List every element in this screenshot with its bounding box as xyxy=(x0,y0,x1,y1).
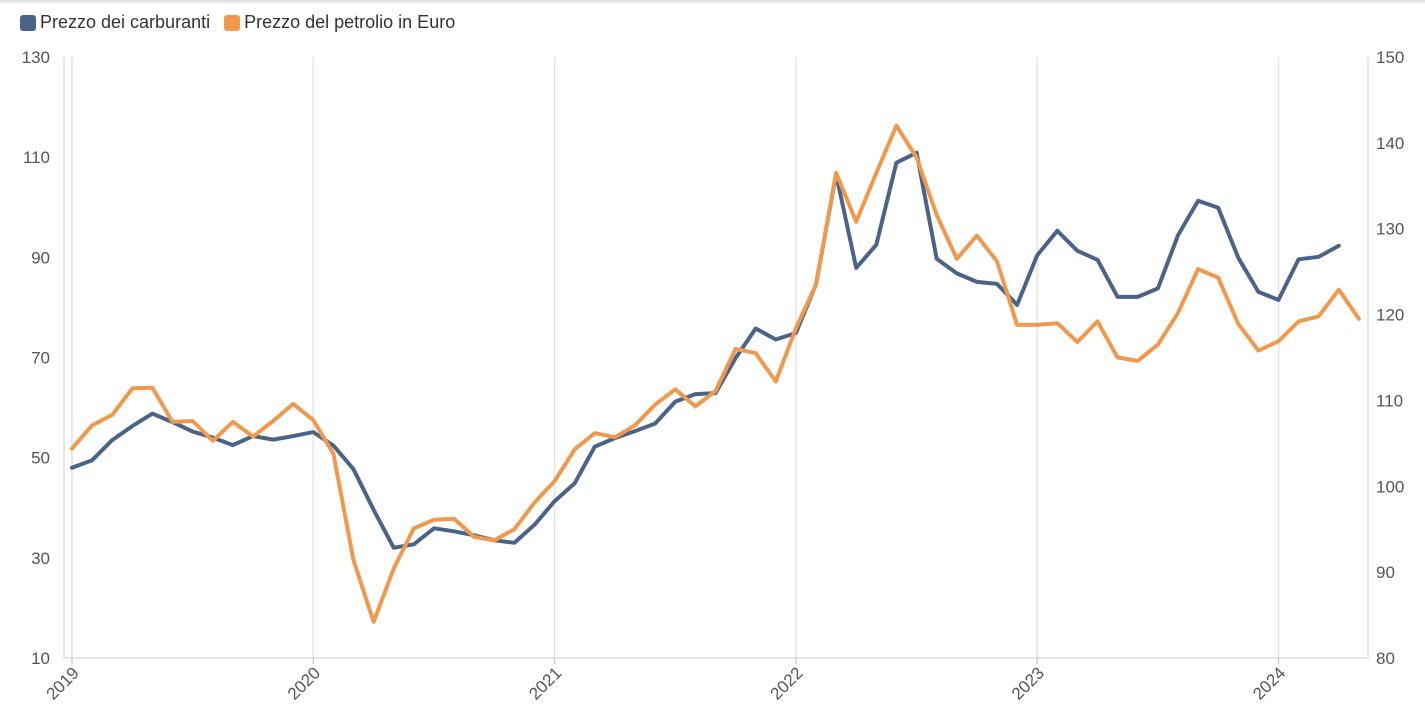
y-right-tick-120: 120 xyxy=(1376,306,1404,325)
x-tick-2019: 2019 xyxy=(43,663,83,703)
x-tick-2022: 2022 xyxy=(767,663,807,703)
legend-item-fuel[interactable]: Prezzo dei carburanti xyxy=(20,12,210,33)
x-tick-2021: 2021 xyxy=(525,663,565,703)
y-left-tick-10: 10 xyxy=(31,649,50,668)
series-line-fuel-price xyxy=(70,150,1341,550)
x-tick-2020: 2020 xyxy=(284,663,324,703)
series-line-oil-price xyxy=(70,123,1361,624)
legend: Prezzo dei carburanti Prezzo del petroli… xyxy=(20,12,455,33)
y-left-tick-70: 70 xyxy=(31,349,50,368)
legend-item-oil[interactable]: Prezzo del petrolio in Euro xyxy=(224,12,455,33)
y-left-tick-110: 110 xyxy=(23,148,50,167)
y-left-tick-30: 30 xyxy=(31,549,50,568)
y-right-tick-130: 130 xyxy=(1376,220,1404,239)
x-tick-2023: 2023 xyxy=(1008,663,1048,703)
y-left-tick-90: 90 xyxy=(31,248,50,267)
top-shadow xyxy=(0,0,1425,4)
legend-swatch-fuel xyxy=(20,14,36,31)
y-left-tick-50: 50 xyxy=(31,449,50,468)
x-tick-2024: 2024 xyxy=(1249,663,1289,703)
legend-swatch-oil xyxy=(224,14,241,31)
legend-label-fuel: Prezzo dei carburanti xyxy=(40,12,211,32)
y-right-tick-80: 80 xyxy=(1376,649,1395,668)
y-right-tick-150: 150 xyxy=(1376,48,1404,67)
y-left-tick-130: 130 xyxy=(22,48,50,67)
legend-label-oil: Prezzo del petrolio in Euro xyxy=(244,12,456,32)
y-right-tick-140: 140 xyxy=(1376,134,1404,153)
y-right-tick-100: 100 xyxy=(1376,477,1404,496)
y-right-tick-110: 110 xyxy=(1376,391,1403,410)
y-right-tick-90: 90 xyxy=(1376,563,1395,582)
